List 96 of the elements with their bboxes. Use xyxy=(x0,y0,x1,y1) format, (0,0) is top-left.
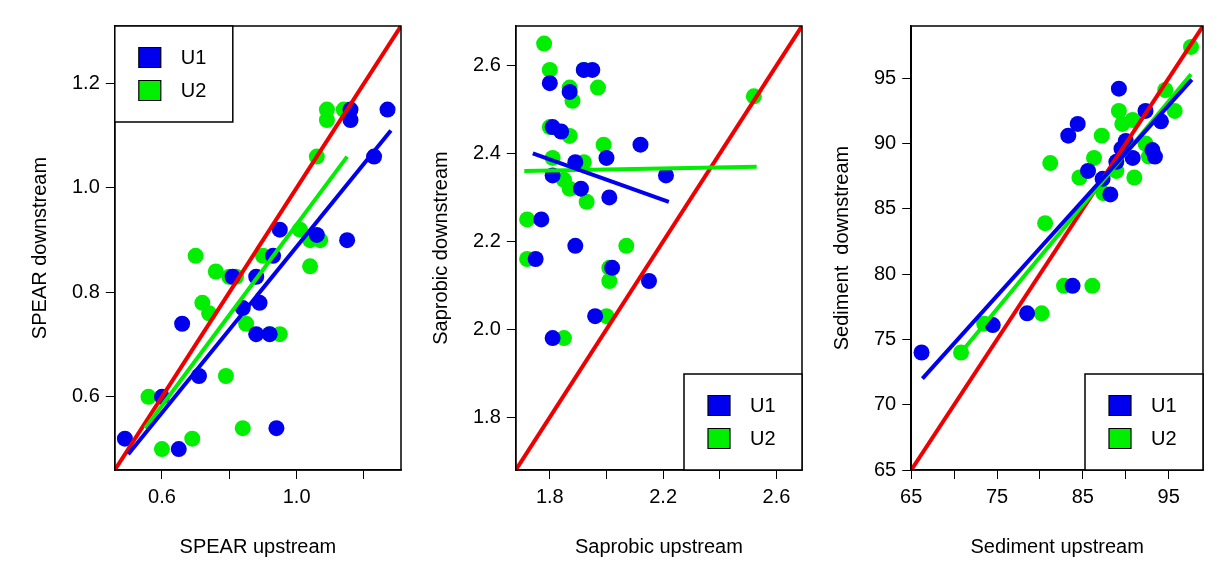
point xyxy=(116,430,133,447)
point xyxy=(632,136,649,153)
point xyxy=(1166,102,1183,119)
x-tick-label: 95 xyxy=(1157,484,1180,507)
y-tick-label: 0.6 xyxy=(71,384,100,407)
point xyxy=(308,226,325,243)
point xyxy=(268,420,285,437)
y-tick-label: 95 xyxy=(874,65,897,88)
legend-label: U2 xyxy=(1151,427,1177,450)
point xyxy=(567,237,584,254)
point xyxy=(595,136,612,153)
point xyxy=(153,441,170,458)
point xyxy=(207,263,224,280)
point xyxy=(187,247,204,264)
point xyxy=(1019,305,1036,322)
x-tick-label: 65 xyxy=(900,484,923,507)
point xyxy=(527,250,544,267)
point xyxy=(217,367,234,384)
point xyxy=(379,101,396,118)
point xyxy=(1033,305,1050,322)
x-tick-label: 1.0 xyxy=(282,484,311,507)
x-axis-title: Saprobic upstream xyxy=(574,534,743,557)
point xyxy=(640,272,657,289)
y-tick-label: 65 xyxy=(874,457,897,480)
point xyxy=(519,211,536,228)
y-tick-label: 90 xyxy=(874,131,897,154)
point xyxy=(578,193,595,210)
point xyxy=(618,237,635,254)
point xyxy=(1069,115,1086,132)
point xyxy=(1086,149,1103,166)
point xyxy=(1060,127,1077,144)
point xyxy=(170,441,187,458)
y-tick-label: 1.8 xyxy=(472,404,501,427)
y-tick-label: 75 xyxy=(874,326,897,349)
legend-label: U2 xyxy=(180,79,207,102)
point xyxy=(601,189,618,206)
y-tick-label: 2.4 xyxy=(472,141,501,163)
point xyxy=(140,388,157,405)
y-tick-label: 2.0 xyxy=(472,316,501,339)
point xyxy=(598,149,615,166)
point xyxy=(589,79,606,96)
y-tick-label: 2.6 xyxy=(472,53,501,76)
y-axis-title: Saprobic downstream xyxy=(428,151,451,345)
y-tick-label: 85 xyxy=(874,196,897,219)
y-tick-label: 1.2 xyxy=(71,70,100,93)
point xyxy=(1080,162,1097,179)
y-tick-label: 70 xyxy=(874,392,897,415)
point xyxy=(533,211,550,228)
point xyxy=(1093,127,1110,144)
legend-label: U1 xyxy=(1151,394,1177,417)
point xyxy=(271,221,288,238)
point xyxy=(1126,169,1143,186)
point xyxy=(1064,277,1081,294)
point xyxy=(184,430,201,447)
point xyxy=(1037,215,1054,232)
point xyxy=(1084,277,1101,294)
point xyxy=(234,420,251,437)
point xyxy=(587,308,604,325)
y-axis-title: SPEAR downstream xyxy=(27,156,50,340)
point xyxy=(339,232,356,249)
x-tick-label: 0.6 xyxy=(148,484,176,507)
point xyxy=(318,112,335,129)
x-axis-title: SPEAR upstream xyxy=(179,534,337,557)
point xyxy=(1042,155,1059,172)
x-tick-label: 75 xyxy=(985,484,1009,507)
point xyxy=(1146,148,1163,165)
point xyxy=(561,83,578,100)
point xyxy=(572,180,589,197)
point xyxy=(1124,149,1141,166)
point xyxy=(601,272,618,289)
point xyxy=(1110,80,1127,97)
point xyxy=(541,61,558,78)
legend-label: U1 xyxy=(180,46,207,69)
point xyxy=(238,315,255,332)
point xyxy=(541,75,558,92)
x-tick-label: 85 xyxy=(1071,484,1094,507)
x-tick-label: 1.8 xyxy=(535,484,564,507)
y-tick-label: 2.2 xyxy=(472,228,501,251)
y-tick-label: 80 xyxy=(874,261,897,284)
point xyxy=(553,123,570,140)
point xyxy=(536,35,553,52)
y-tick-label: 1.0 xyxy=(71,175,100,198)
x-tick-label: 2.2 xyxy=(649,484,678,507)
y-axis-title: Sediment downstream xyxy=(829,145,852,351)
x-tick-label: 2.6 xyxy=(762,484,791,507)
x-axis-title: Sediment upstream xyxy=(970,534,1144,557)
point xyxy=(302,258,319,275)
point xyxy=(174,315,191,332)
legend-label: U2 xyxy=(750,427,776,450)
point xyxy=(1110,102,1127,119)
legend-label: U1 xyxy=(750,394,776,417)
point xyxy=(248,326,265,343)
point xyxy=(913,344,930,361)
y-tick-label: 0.8 xyxy=(71,279,100,302)
point xyxy=(1102,186,1119,203)
point xyxy=(544,330,561,347)
